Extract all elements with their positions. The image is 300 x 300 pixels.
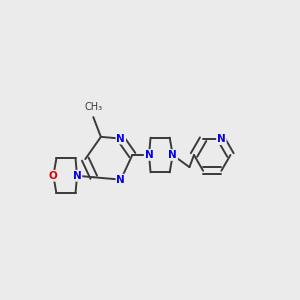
- Text: N: N: [73, 171, 81, 181]
- Text: CH₃: CH₃: [84, 102, 102, 112]
- Text: N: N: [116, 175, 125, 184]
- Text: O: O: [49, 171, 58, 181]
- Text: N: N: [168, 150, 177, 160]
- Text: N: N: [217, 134, 226, 144]
- Text: N: N: [116, 134, 125, 144]
- Text: N: N: [145, 150, 153, 160]
